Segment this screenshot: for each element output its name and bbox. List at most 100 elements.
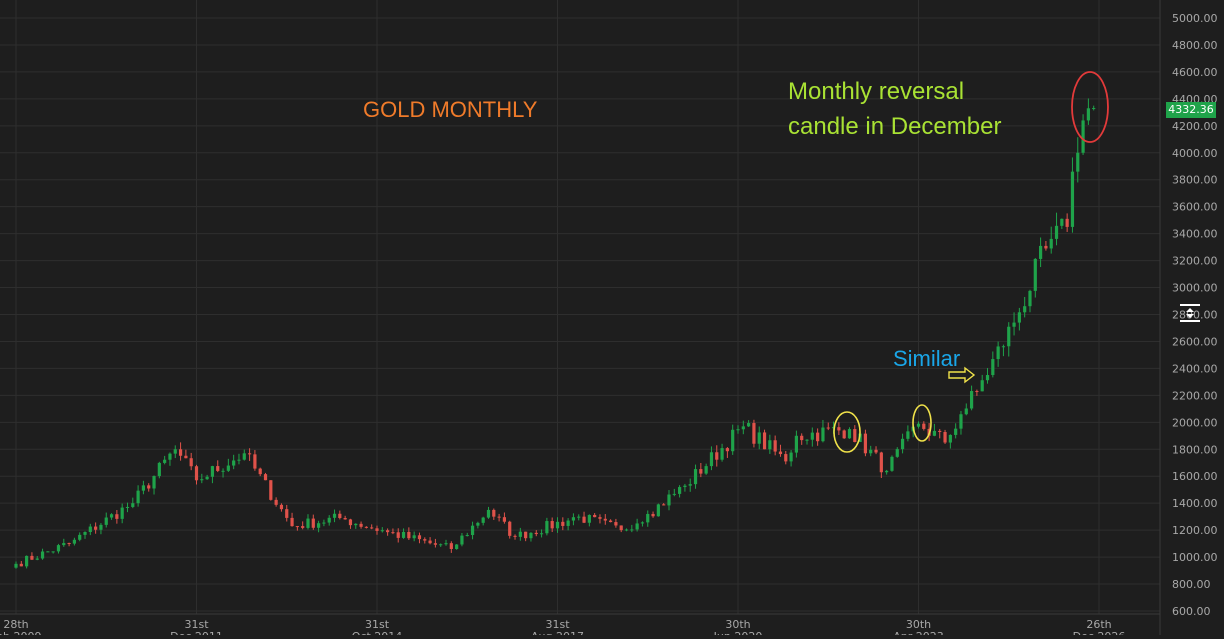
candle-body	[481, 517, 485, 523]
highlight-ellipse-2	[912, 404, 932, 442]
y-tick-label: 3000.00	[1172, 282, 1218, 295]
reversal-note-line-2: candle in December	[788, 113, 1001, 140]
candle-body	[964, 408, 968, 415]
candle-body	[996, 346, 1000, 360]
candle-body	[1070, 171, 1075, 227]
candle-body	[678, 487, 682, 494]
candle-body	[56, 545, 61, 552]
y-tick-label: 4200.00	[1172, 120, 1218, 133]
candle-body	[253, 454, 257, 469]
candle-body	[550, 521, 554, 529]
candle-body	[1023, 306, 1027, 313]
candle-body	[99, 524, 103, 530]
candle-body	[1044, 245, 1048, 249]
candle-body	[614, 522, 618, 526]
candle-body	[258, 468, 262, 475]
candle-body	[847, 429, 852, 439]
candle-body	[810, 432, 814, 440]
y-tick-label: 5000.00	[1172, 12, 1218, 25]
candle-body	[555, 521, 560, 529]
candle-body	[545, 521, 549, 534]
candle-body	[210, 466, 215, 477]
candle-body	[147, 485, 151, 489]
candle-body	[1060, 218, 1064, 226]
candle-body	[954, 428, 958, 435]
candle-body	[709, 452, 714, 467]
candle-body	[1065, 218, 1069, 227]
candle-body	[773, 440, 777, 452]
candle-body	[301, 526, 305, 528]
candle-body	[959, 414, 963, 429]
candle-body	[672, 493, 676, 495]
candle-body	[577, 516, 581, 518]
x-tick-label: Apr 2023	[893, 630, 944, 635]
candle-body	[1017, 312, 1021, 323]
candle-body	[232, 460, 236, 466]
x-tick-day: 30th	[725, 618, 750, 631]
candle-body	[247, 453, 252, 455]
candle-body	[343, 518, 347, 520]
candle-body	[497, 516, 501, 518]
last-price-tag: 4332.36	[1166, 102, 1216, 118]
highlight-ellipse-1	[833, 411, 861, 453]
candle-body	[407, 531, 411, 539]
candle-body	[205, 476, 209, 480]
y-tick-label: 1800.00	[1172, 443, 1218, 456]
candle-body	[226, 465, 230, 471]
candle-body	[359, 523, 363, 527]
candle-body	[991, 359, 995, 376]
candle-body	[869, 449, 873, 454]
candle-body	[348, 519, 353, 526]
candle-body	[470, 525, 475, 536]
candle-body	[311, 518, 315, 528]
candle-body	[1092, 108, 1096, 110]
candle-body	[731, 429, 735, 452]
candle-body	[800, 435, 804, 441]
candle-body	[194, 466, 199, 481]
candle-body	[263, 474, 268, 481]
candle-body	[784, 454, 788, 462]
y-tick-label: 1000.00	[1172, 551, 1218, 564]
y-axis: 600.00 800.00 1000.00 1200.00 1400.00 1600.00…	[1159, 0, 1218, 635]
candle-body	[752, 423, 756, 444]
candle-body	[704, 466, 708, 474]
candle-body	[1054, 225, 1059, 239]
candle-body	[141, 485, 146, 491]
candle-body	[322, 522, 326, 524]
candle-body	[539, 533, 544, 535]
auto-scale-button[interactable]	[1178, 303, 1202, 323]
candle-body	[370, 527, 374, 529]
candle-body	[683, 485, 687, 488]
candle-body	[455, 544, 459, 550]
candle-body	[529, 532, 533, 539]
candle-body	[874, 449, 878, 453]
y-tick-label: 600.00	[1172, 605, 1211, 618]
candle-body	[131, 503, 135, 507]
similar-arrow-icon	[948, 366, 976, 384]
x-tick-day: 31st	[365, 618, 390, 631]
candle-body	[624, 529, 629, 531]
candle-body	[444, 543, 448, 545]
candle-body	[656, 504, 660, 517]
y-tick-label: 2400.00	[1172, 362, 1218, 375]
candle-body	[423, 539, 427, 541]
y-tick-label: 1400.00	[1172, 497, 1218, 510]
candle-body	[109, 514, 114, 518]
candle-body	[736, 429, 740, 431]
candle-body	[561, 521, 565, 526]
candle-body	[465, 535, 469, 537]
candle-body	[837, 427, 841, 431]
candle-body	[805, 439, 809, 441]
candle-body	[396, 532, 400, 538]
candle-body	[969, 391, 974, 409]
candle-body	[295, 526, 299, 528]
x-axis: 28thFeb 200931stDec 201131stOct 201431st…	[0, 613, 1160, 639]
candle-body	[152, 476, 156, 489]
candle-body	[237, 459, 241, 461]
candle-body	[508, 521, 512, 536]
x-tick-day: 31st	[184, 618, 209, 631]
reversal-candle-ellipse	[1071, 71, 1109, 143]
candle-body	[1086, 108, 1090, 121]
